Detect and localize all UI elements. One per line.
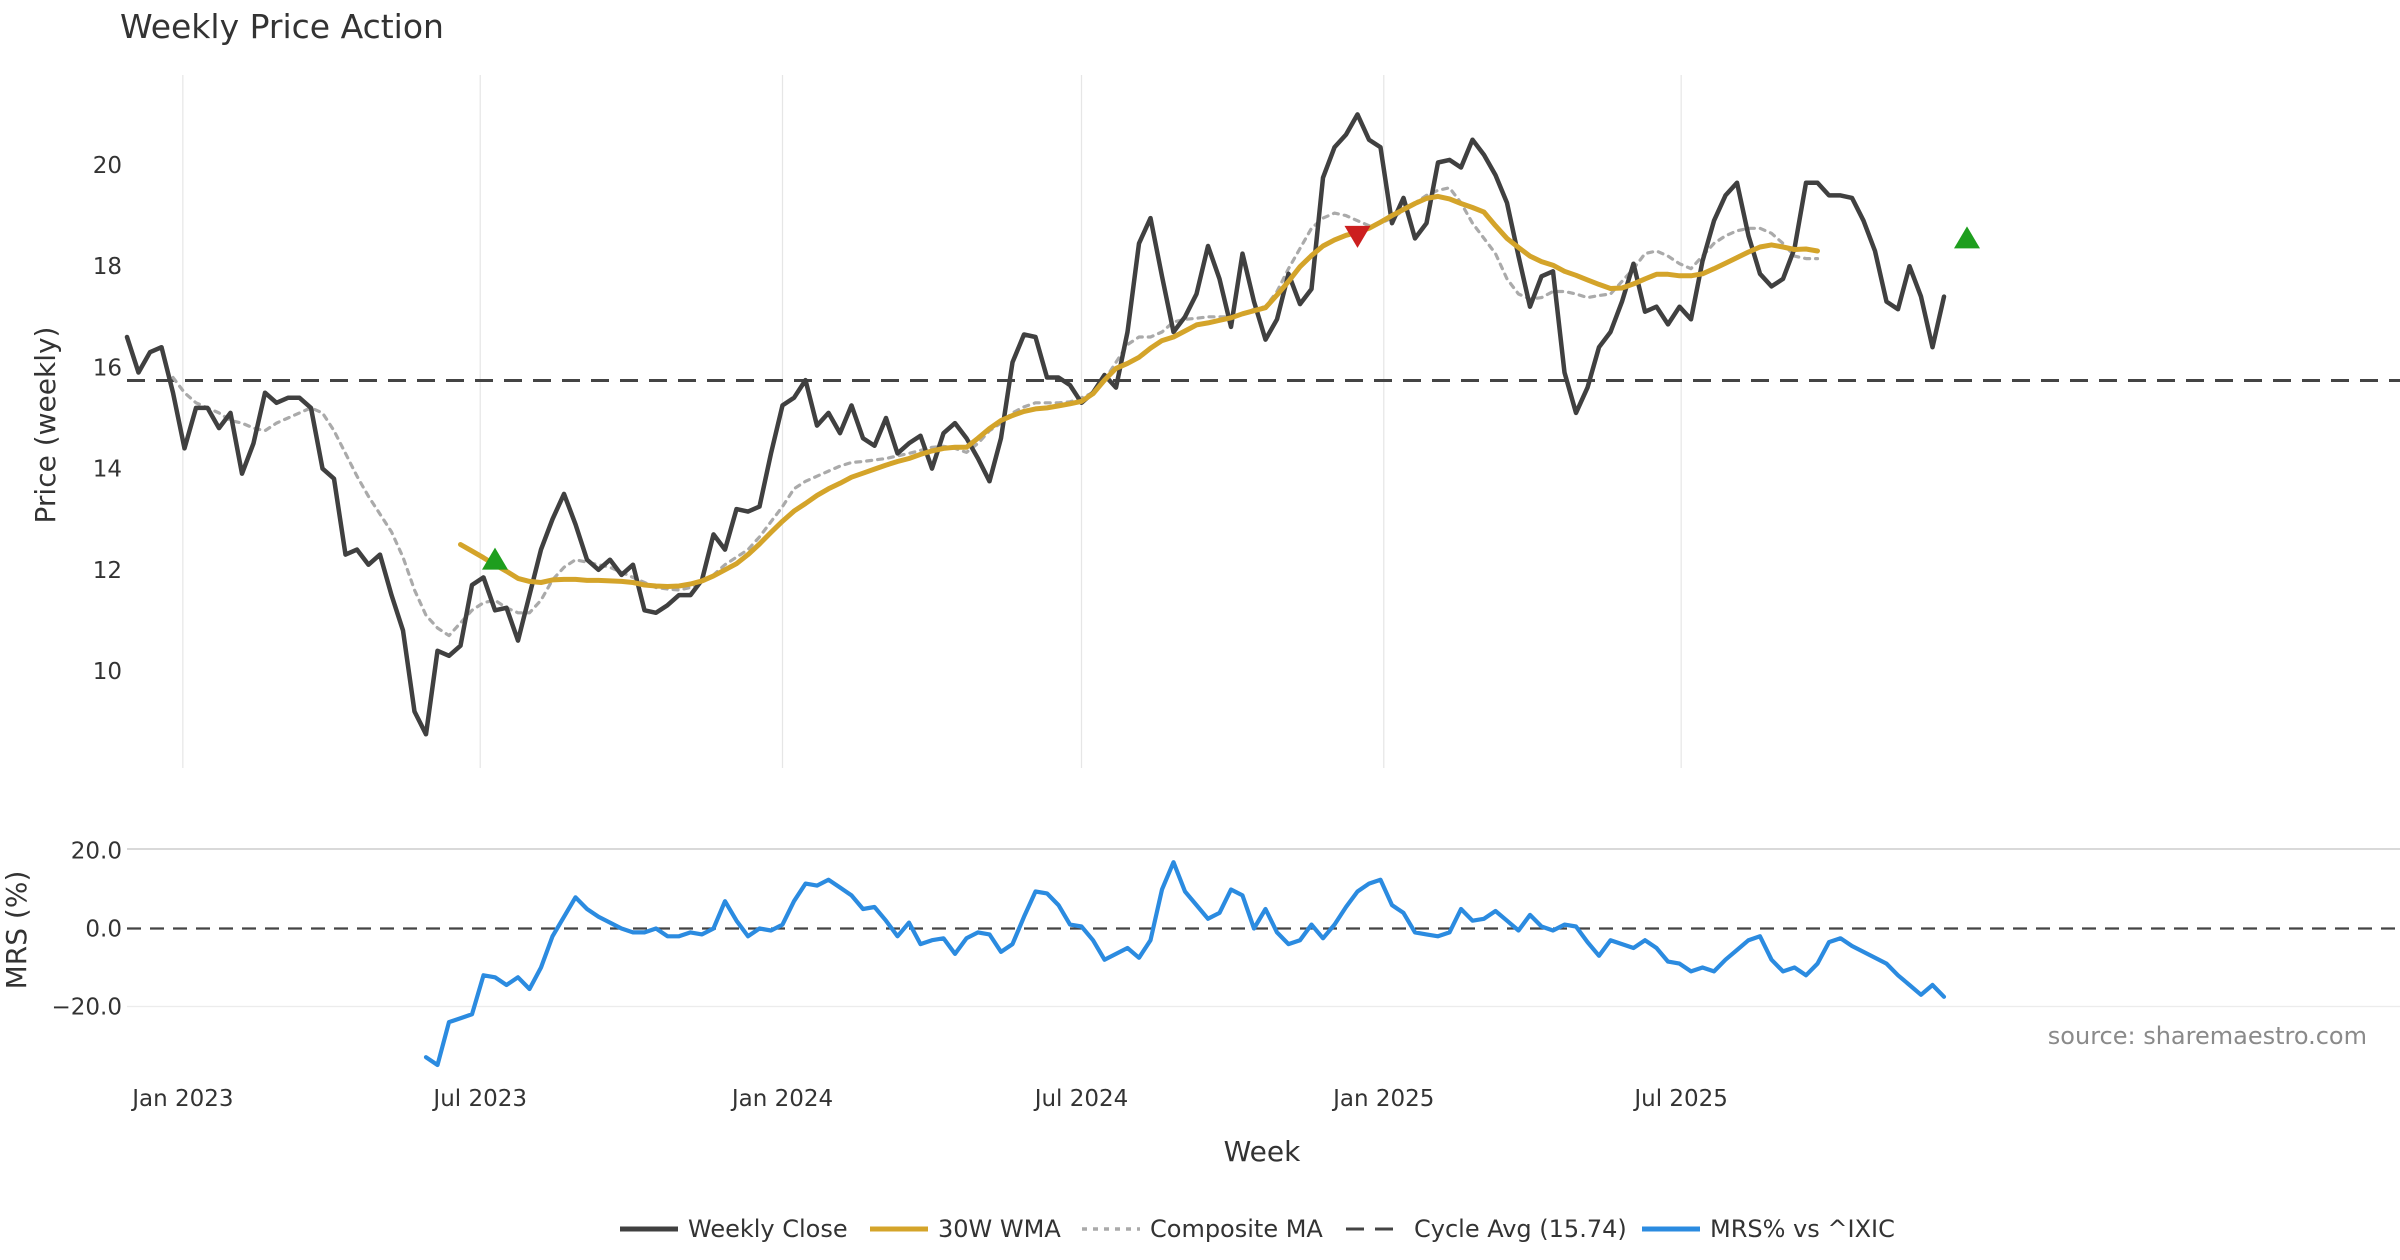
price-y-tick-label: 16 — [93, 355, 122, 381]
price-y-tick-label: 12 — [93, 558, 122, 584]
mrs-line — [423, 860, 1947, 1068]
wma-30w-line — [458, 193, 1820, 589]
legend-label: Cycle Avg (15.74) — [1414, 1215, 1627, 1243]
price-y-tick-label: 14 — [93, 457, 122, 483]
composite-ma-line — [171, 186, 1820, 638]
sell-signal-marker — [1344, 225, 1371, 248]
price-y-tick-label: 20 — [93, 153, 122, 179]
price-y-tick-label: 10 — [93, 659, 122, 685]
mrs-panel — [127, 848, 2400, 1068]
legend-item: Composite MA — [1082, 1215, 1323, 1243]
legend-item: 30W WMA — [870, 1215, 1061, 1243]
mrs-y-tick-label: −20.0 — [52, 995, 122, 1021]
mrs-y-tick-label: 0.0 — [85, 917, 122, 943]
axes: Jan 2023 Jul 2023 Jan 2024 Jul 2024 Jan 2025… — [52, 153, 1728, 1112]
price-y-tick-label: 18 — [93, 254, 122, 280]
x-tick-label: Jul 2024 — [1033, 1086, 1129, 1112]
legend-label: 30W WMA — [938, 1215, 1061, 1243]
legend-item: MRS% vs ^IXIC — [1642, 1215, 1895, 1243]
price-panel — [124, 112, 2400, 737]
gridlines — [182, 75, 1682, 768]
mrs-y-tick-label: 20.0 — [71, 839, 122, 865]
x-tick-label: Jan 2023 — [130, 1086, 233, 1112]
mrs-y-axis-title: MRS (%) — [0, 871, 33, 990]
x-axis-title: Week — [1224, 1135, 1301, 1168]
price-y-axis-title: Price (weekly) — [29, 327, 62, 524]
x-tick-label: Jan 2025 — [1331, 1086, 1434, 1112]
source-note: source: sharemaestro.com — [2048, 1022, 2367, 1050]
legend-label: MRS% vs ^IXIC — [1710, 1215, 1895, 1243]
x-tick-label: Jul 2023 — [431, 1086, 527, 1112]
legend-item: Weekly Close — [620, 1215, 848, 1243]
legend-label: Weekly Close — [688, 1215, 848, 1243]
x-tick-label: Jan 2024 — [730, 1086, 833, 1112]
legend-label: Composite MA — [1150, 1215, 1323, 1243]
weekly-close-line — [124, 112, 1947, 737]
x-tick-label: Jul 2025 — [1632, 1086, 1728, 1112]
chart-title: Weekly Price Action — [120, 7, 444, 46]
buy-signal-marker — [482, 547, 508, 570]
buy-signal-marker — [1954, 226, 1980, 249]
legend: Weekly Close 30W WMA Composite MA Cycle Avg… — [620, 1215, 1895, 1243]
legend-item: Cycle Avg (15.74) — [1346, 1215, 1627, 1243]
